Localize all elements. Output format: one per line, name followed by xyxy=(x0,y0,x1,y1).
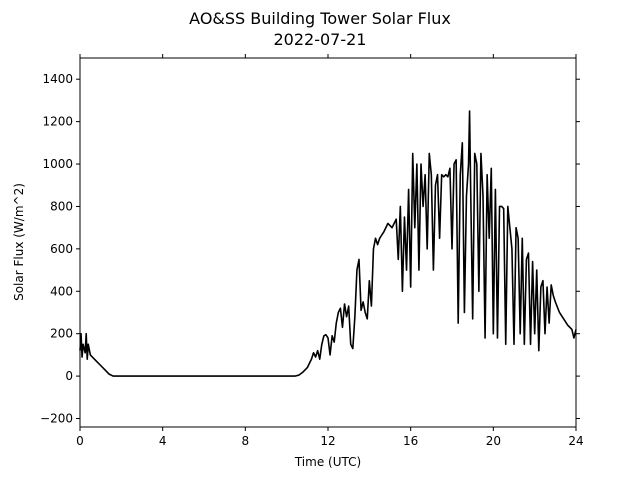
y-tick-label: 600 xyxy=(50,242,73,256)
chart-subtitle: 2022-07-21 xyxy=(274,30,367,49)
x-tick-label: 0 xyxy=(76,434,84,448)
y-tick-label: 1000 xyxy=(42,157,73,171)
y-tick-label: 800 xyxy=(50,199,73,213)
y-tick-label: 1200 xyxy=(42,115,73,129)
x-tick-label: 20 xyxy=(486,434,501,448)
x-tick-label: 4 xyxy=(159,434,167,448)
chart-title: AO&SS Building Tower Solar Flux xyxy=(189,9,451,28)
y-tick-label: 0 xyxy=(65,369,73,383)
y-tick-label: −200 xyxy=(40,412,73,426)
x-tick-label: 8 xyxy=(242,434,250,448)
y-tick-label: 1400 xyxy=(42,72,73,86)
x-tick-label: 16 xyxy=(403,434,418,448)
x-tick-label: 12 xyxy=(320,434,335,448)
y-axis-label: Solar Flux (W/m^2) xyxy=(12,183,26,301)
x-tick-label: 24 xyxy=(568,434,583,448)
plot-frame xyxy=(79,57,577,428)
series-line-0 xyxy=(79,110,577,377)
y-tick-label: 400 xyxy=(50,284,73,298)
plot-area xyxy=(79,110,577,377)
x-axis-label: Time (UTC) xyxy=(294,455,361,469)
y-tick-label: 200 xyxy=(50,327,73,341)
